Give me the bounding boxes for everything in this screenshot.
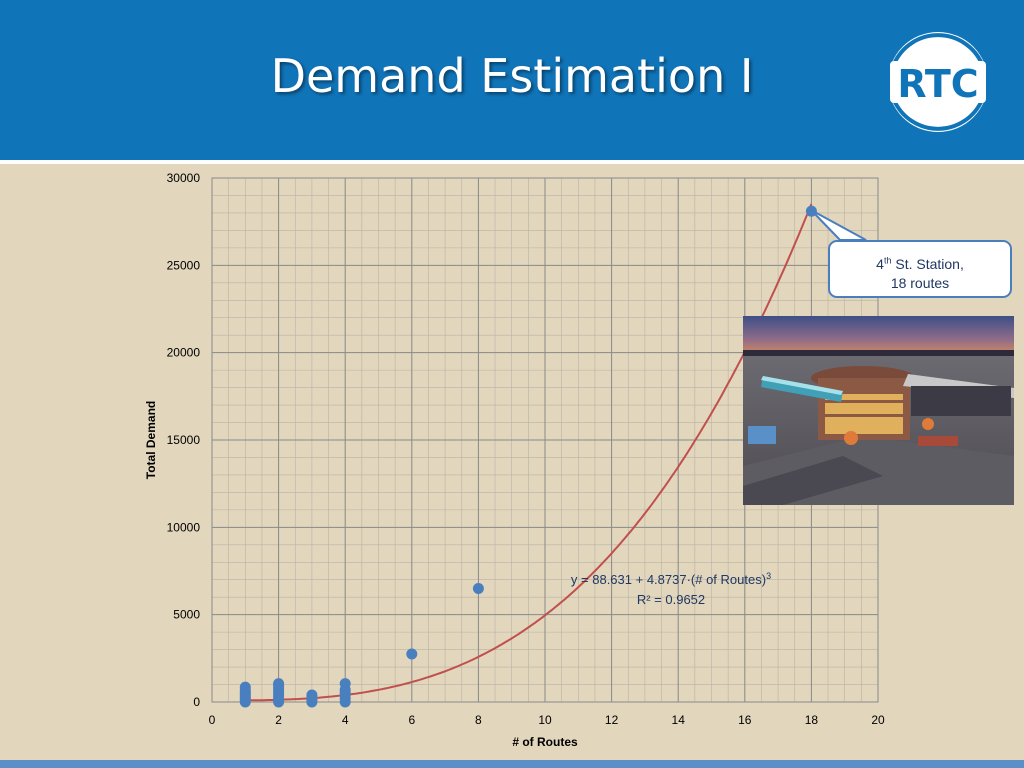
x-tick-label: 14 xyxy=(672,713,686,727)
y-tick-label: 15000 xyxy=(167,433,201,447)
y-tick-label: 10000 xyxy=(167,520,201,534)
y-tick-label: 5000 xyxy=(173,608,200,622)
callout-line2: 18 routes xyxy=(890,274,950,291)
x-tick-label: 18 xyxy=(805,713,819,727)
x-tick-label: 10 xyxy=(538,713,552,727)
station-callout: 4th St. Station, 18 routes xyxy=(828,240,1012,298)
x-tick-label: 12 xyxy=(605,713,619,727)
trendline xyxy=(245,203,813,702)
trend-equation: y = 88.631 + 4.8737·(# of Routes)3 xyxy=(571,571,771,587)
data-points xyxy=(239,205,817,708)
x-tick-label: 4 xyxy=(342,713,349,727)
x-tick-label: 6 xyxy=(408,713,415,727)
y-tick-labels: 0 5000 10000 15000 20000 25000 30000 xyxy=(167,171,201,709)
y-tick-label: 30000 xyxy=(167,171,201,185)
data-point xyxy=(239,681,251,693)
logo-text: RTC xyxy=(897,62,978,106)
x-axis-label: # of Routes xyxy=(512,735,578,749)
y-tick-label: 25000 xyxy=(167,258,201,272)
rtc-logo: RTC xyxy=(886,32,990,132)
x-tick-label: 20 xyxy=(871,713,885,727)
data-point xyxy=(273,678,285,690)
x-tick-label: 8 xyxy=(475,713,482,727)
header-divider xyxy=(0,160,1024,164)
data-point xyxy=(406,648,418,660)
footer-bar xyxy=(0,760,1024,768)
x-tick-label: 16 xyxy=(738,713,752,727)
y-tick-label: 20000 xyxy=(167,346,201,360)
callout-line1: 4th St. Station, xyxy=(876,255,964,272)
y-tick-label: 0 xyxy=(193,695,200,709)
x-tick-labels: 0 2 4 6 8 10 12 14 16 18 20 xyxy=(209,713,885,727)
y-axis-label: Total Demand xyxy=(144,401,158,479)
transit-station-photo xyxy=(743,316,1014,505)
data-point xyxy=(339,678,351,690)
r-squared: R² = 0.9652 xyxy=(637,592,705,607)
slide-header xyxy=(0,0,1024,160)
x-tick-label: 0 xyxy=(209,713,216,727)
slide-title: Demand Estimation I xyxy=(270,49,754,103)
x-tick-label: 2 xyxy=(275,713,282,727)
data-point xyxy=(472,582,484,594)
data-point xyxy=(306,689,318,701)
